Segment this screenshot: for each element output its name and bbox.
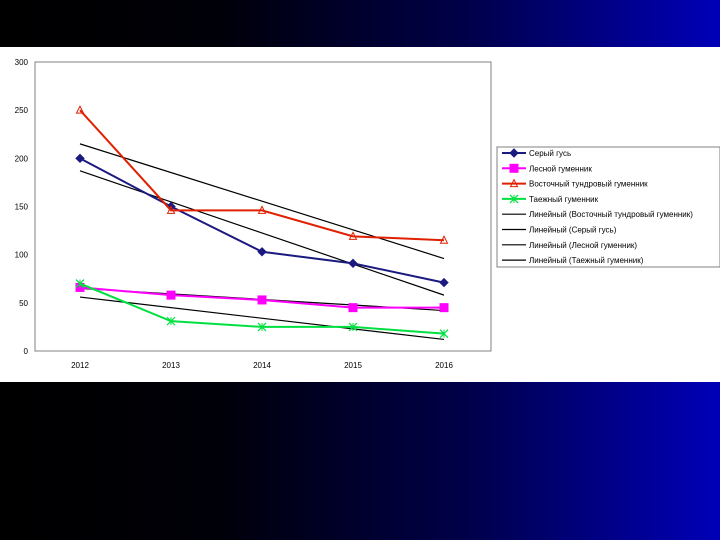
legend-label: Таежный гуменник bbox=[529, 195, 599, 204]
data-point-marker bbox=[75, 153, 85, 164]
legend-entry: Восточный тундровый гуменник bbox=[502, 178, 648, 189]
legend-label: Лесной гуменник bbox=[529, 164, 592, 173]
x-tick-label: 2014 bbox=[253, 361, 271, 370]
y-tick-label: 300 bbox=[15, 58, 29, 67]
series-group bbox=[75, 105, 449, 244]
data-point-marker bbox=[257, 205, 267, 214]
data-point-marker bbox=[75, 105, 85, 114]
y-tick-label: 50 bbox=[19, 299, 28, 308]
legend-entry: Таежный гуменник bbox=[502, 194, 599, 204]
y-axis-ticks: 0 50 100 150 200 250 300 bbox=[15, 58, 29, 356]
x-tick-label: 2012 bbox=[71, 361, 89, 370]
y-tick-label: 200 bbox=[15, 154, 29, 163]
trendline bbox=[79, 143, 445, 260]
data-point-marker bbox=[509, 194, 519, 204]
legend-label: Серый гусь bbox=[529, 149, 571, 158]
legend-label: Восточный тундровый гуменник bbox=[529, 180, 648, 189]
legend-entry: Линейный (Таежный гуменник) bbox=[502, 256, 644, 265]
legend-box bbox=[496, 146, 720, 268]
legend-entry: Серый гусь bbox=[502, 148, 571, 158]
series bbox=[75, 105, 449, 339]
data-point-marker bbox=[509, 178, 519, 188]
legend-label: Линейный (Серый гусь) bbox=[529, 226, 617, 235]
data-point-marker bbox=[257, 295, 267, 305]
legend-entry: Лесной гуменник bbox=[502, 163, 592, 173]
series-group bbox=[75, 153, 449, 288]
x-tick-label: 2013 bbox=[162, 361, 180, 370]
legend-entry: Линейный (Лесной гуменник) bbox=[502, 241, 637, 250]
legend-entry: Линейный (Восточный тундровый гуменник) bbox=[502, 210, 693, 219]
data-point-marker bbox=[257, 247, 267, 257]
data-point-marker bbox=[348, 322, 358, 332]
data-point-marker bbox=[509, 163, 519, 173]
data-point-marker bbox=[439, 303, 449, 313]
x-tick-label: 2015 bbox=[344, 361, 362, 370]
data-point-marker bbox=[509, 148, 519, 158]
data-point-marker bbox=[348, 258, 358, 269]
y-tick-label: 100 bbox=[15, 251, 29, 260]
trendline bbox=[79, 296, 445, 341]
data-point-marker bbox=[348, 231, 358, 240]
data-point-marker bbox=[439, 277, 449, 288]
data-point-marker bbox=[166, 205, 176, 214]
y-tick-label: 150 bbox=[15, 203, 29, 212]
data-point-marker bbox=[166, 316, 176, 326]
legend-label: Линейный (Лесной гуменник) bbox=[529, 241, 637, 250]
y-tick-label: 250 bbox=[15, 106, 29, 115]
data-point-marker bbox=[75, 279, 85, 288]
series-line bbox=[79, 109, 445, 242]
data-point-marker bbox=[439, 329, 449, 339]
x-axis-ticks: 2012 2013 2014 2015 2016 bbox=[71, 361, 453, 370]
series-group bbox=[75, 279, 449, 339]
legend-entry: Линейный (Серый гусь) bbox=[502, 226, 617, 235]
legend-label: Линейный (Таежный гуменник) bbox=[529, 256, 644, 265]
data-point-marker bbox=[348, 303, 358, 313]
chart-panel: 0 50 100 150 200 250 300 2012 2013 2014 2015 2016 … bbox=[0, 47, 720, 382]
legend-label: Линейный (Восточный тундровый гуменник) bbox=[529, 210, 693, 219]
data-point-marker bbox=[439, 235, 449, 244]
data-point-marker bbox=[166, 290, 176, 300]
legend: Серый гусь Лесной гуменник Восточный тундр… bbox=[496, 146, 720, 268]
x-tick-label: 2016 bbox=[435, 361, 453, 370]
y-tick-label: 0 bbox=[24, 347, 29, 356]
data-point-marker bbox=[257, 322, 267, 332]
